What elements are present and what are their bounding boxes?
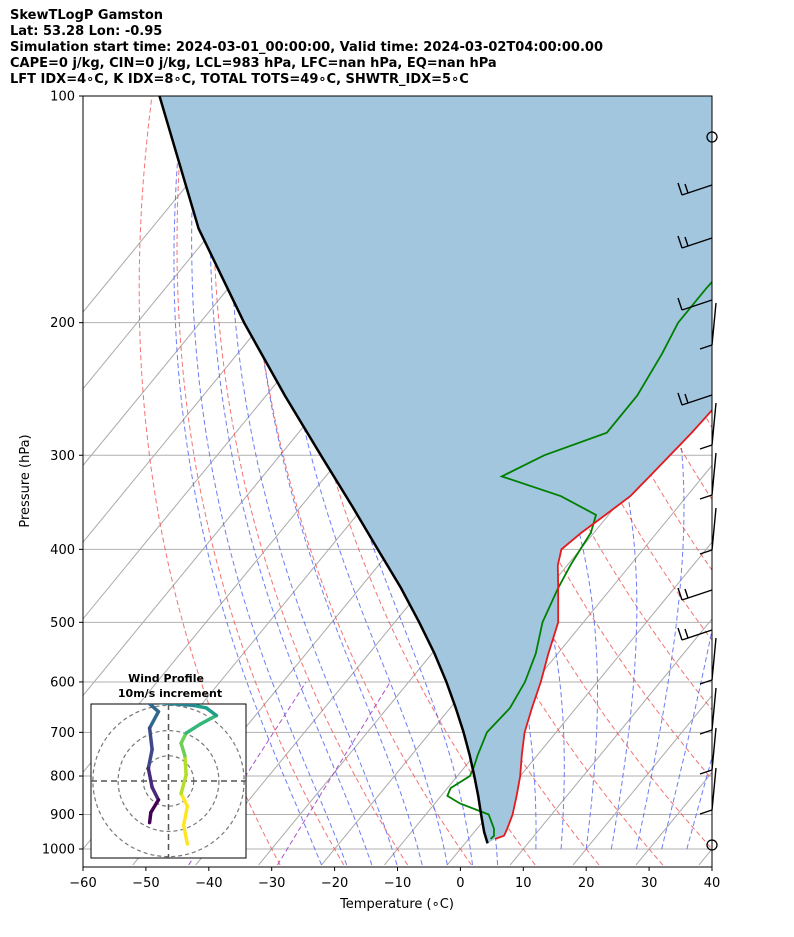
dry-adiabat-line [247,96,472,866]
moist-adiabat-line [661,96,712,850]
sounding-lines [158,96,712,844]
y-tick-label: 200 [50,316,75,331]
dewpoint-line [446,280,712,840]
x-tick-label: −60 [69,876,96,891]
hodograph-segment [149,798,161,815]
hodograph-segment [150,785,161,802]
x-axis-title: Temperature (∘C) [339,897,454,912]
x-tick-label: −40 [195,876,222,891]
hodograph-segment [146,766,154,790]
moist-adiabat-line [228,96,398,866]
wind-barb [677,587,713,601]
x-tick-label: −10 [384,876,411,891]
hodograph-segment [179,731,188,745]
hodograph-segment [147,704,161,714]
y-tick-label: 400 [50,543,75,558]
moist-adiabat-line [191,96,348,866]
temperature-line [494,408,712,840]
y-tick-label: 600 [50,675,75,690]
cape-line: CAPE=0 j/kg, CIN=0 j/kg, LCL=983 hPa, LF… [10,56,497,71]
isotherm-line [83,96,261,313]
y-tick-label: 100 [50,90,75,105]
hodograph-segment [147,726,154,752]
wind-barb [677,627,713,641]
wind-barb [699,302,717,350]
hodograph-segment [184,722,202,735]
wind-barb [677,182,713,196]
y-tick-label: 300 [50,449,75,464]
parcel-line [158,96,489,844]
wind-barb [677,392,713,406]
dry-adiabat-line [738,96,794,865]
x-tick-label: 40 [704,876,721,891]
hodograph-segment [181,823,190,846]
chart-title: SkewTLogP Gamston [10,8,164,23]
wind-barb [699,507,717,555]
dry-adiabat-line [176,96,345,866]
hodograph-segment [191,704,209,710]
index-line: LFT IDX=4∘C, K IDX=8∘C, TOTAL TOTS=49∘C,… [10,72,469,87]
hodograph-segment [147,709,161,730]
wind-barb [699,687,717,735]
hodograph-segment [198,713,219,727]
x-tick-label: −30 [258,876,285,891]
wind-barb [699,402,717,450]
moist-adiabat-line [711,847,712,849]
hodograph-segment [147,810,153,825]
dry-adiabat-line [379,96,712,850]
dry-adiabat-line [705,96,712,115]
moist-adiabat-line [209,96,373,866]
x-tick-label: 10 [515,876,532,891]
inset-title: Wind Profile [128,672,204,685]
location-line: Lat: 53.28 Lon: -0.95 [10,24,163,39]
x-tick-label: −50 [132,876,159,891]
dry-adiabat-line [771,96,794,865]
cin-shading [159,96,712,844]
hodograph-segment [160,704,196,708]
isotherm-line [509,618,712,866]
x-tick-label: −20 [321,876,348,891]
y-tick-label: 500 [50,616,75,631]
wind-barb [677,297,713,311]
x-tick-label: 30 [641,876,658,891]
x-tick-label: 20 [578,876,595,891]
isotherm-line [572,694,712,866]
axes: −60 −50 −40 −30 −20 −10 0 10 20 30 40 100 200 300 400 5… [42,90,720,892]
hodograph-segment [204,706,219,718]
y-tick-label: 1000 [42,843,75,858]
wind-profile-inset: Wind Profile 10m/s increment [90,672,247,859]
wind-barb [699,637,717,685]
moist-adiabat-line [173,96,322,866]
wind-barb [699,727,717,775]
y-tick-label: 700 [50,726,75,741]
wind-barb [699,452,717,500]
inset-subtitle: 10m/s increment [118,687,222,700]
moist-adiabat-line [460,96,598,850]
hodograph [91,704,246,858]
time-line: Simulation start time: 2024-03-01_00:00:… [10,40,603,55]
chart-header: SkewTLogP Gamston Lat: 53.28 Lon: -0.95 … [10,8,603,88]
mixing-ratio-line [277,681,391,866]
hodograph-segment [181,804,190,827]
hodograph-segment [179,791,190,808]
dry-adiabat-line [138,96,281,866]
hodograph-ring [117,729,220,832]
wind-barb [677,235,713,249]
y-axis-title: Pressure (hPa) [18,434,33,527]
hodograph-segment [146,747,154,771]
y-tick-label: 800 [50,770,75,785]
hodograph-segment [179,772,188,796]
isotherm-line [446,541,712,866]
hodograph-segment [183,754,188,777]
moist-adiabat-line [737,96,794,849]
moist-adiabat-line [249,96,423,866]
y-tick-label: 900 [50,808,75,823]
wind-barb [699,767,717,815]
hodograph-segment [179,741,187,758]
x-tick-label: 0 [456,876,464,891]
